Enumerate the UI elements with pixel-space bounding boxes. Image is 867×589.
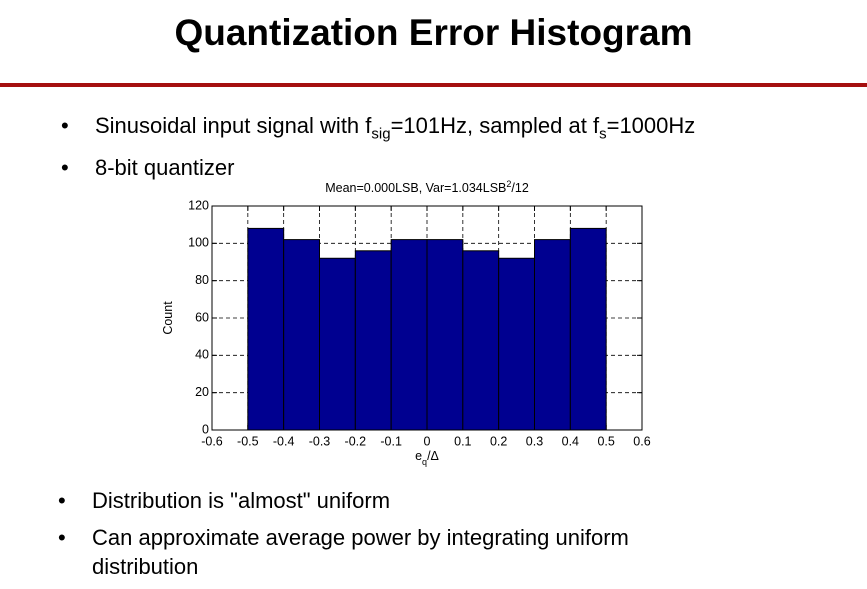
text-run: =101Hz, sampled at f [390, 113, 600, 138]
slide-title: Quantization Error Histogram [174, 12, 693, 53]
bar [462, 250, 500, 431]
bar [390, 239, 428, 431]
y-tick-label: 80 [195, 273, 209, 287]
text-run: Distribution is "almost" uniform [92, 488, 391, 513]
chart-title: Mean=0.000LSB, Var=1.034LSB2/12 [325, 179, 529, 195]
x-tick-label: 0.1 [454, 434, 471, 448]
bar [283, 239, 320, 431]
plot-frame [211, 205, 643, 431]
x-tick-label: -0.5 [237, 434, 259, 448]
subscript: sig [371, 125, 391, 143]
y-tick-label: 40 [195, 348, 209, 362]
bullet: Distribution is "almost" uniform [58, 486, 732, 515]
bar [319, 257, 356, 431]
x-tick-label: 0.3 [526, 434, 543, 448]
text-run: =1000Hz [606, 113, 696, 138]
subscript: s [599, 125, 607, 143]
bar [426, 239, 464, 431]
text-run: Sinusoidal input signal with f [95, 113, 372, 138]
bullet-list: Distribution is "almost" uniform Can appr… [58, 486, 732, 589]
bar [498, 257, 535, 431]
x-tick-label: -0.3 [309, 434, 331, 448]
y-axis-label: Count [161, 301, 175, 335]
x-tick-label: -0.2 [345, 434, 367, 448]
bar [569, 227, 607, 431]
x-tick-label: 0 [424, 434, 431, 448]
x-tick-label: -0.1 [380, 434, 402, 448]
bar [534, 239, 571, 431]
bullet: 8-bit quantizer [61, 154, 695, 182]
text-run: e [415, 449, 422, 463]
bar [247, 227, 285, 431]
bullet: Sinusoidal input signal with fsig=101Hz,… [61, 112, 696, 148]
text-run: Can approximate average power by integra… [92, 525, 629, 579]
y-tick-label: 0 [202, 422, 209, 436]
text-run: 8-bit quantizer [95, 155, 235, 181]
x-tick-label: 0.4 [562, 434, 579, 448]
x-tick-label: -0.4 [273, 434, 295, 448]
y-tick-label: 20 [195, 385, 209, 399]
bar [354, 250, 392, 431]
y-tick-label: 60 [195, 310, 209, 324]
title-rule [0, 83, 867, 87]
bullet: Can approximate average power by integra… [58, 523, 732, 581]
x-tick-label: 0.5 [597, 434, 614, 448]
bullet-list: Sinusoidal input signal with fsig=101Hz,… [61, 112, 696, 188]
text-run: Mean=0.000LSB, Var=1.034LSB [325, 181, 506, 195]
x-axis-label: eq/Δ [415, 449, 439, 467]
y-tick-label: 120 [188, 198, 209, 212]
supscript: 2 [506, 179, 511, 189]
x-tick-label: 0.6 [633, 434, 650, 448]
text-run: /Δ [427, 449, 439, 463]
x-tick-label: 0.2 [490, 434, 507, 448]
subscript: q [422, 457, 427, 467]
x-tick-label: -0.6 [201, 434, 223, 448]
text-run: /12 [511, 181, 528, 195]
y-tick-label: 100 [188, 236, 209, 250]
